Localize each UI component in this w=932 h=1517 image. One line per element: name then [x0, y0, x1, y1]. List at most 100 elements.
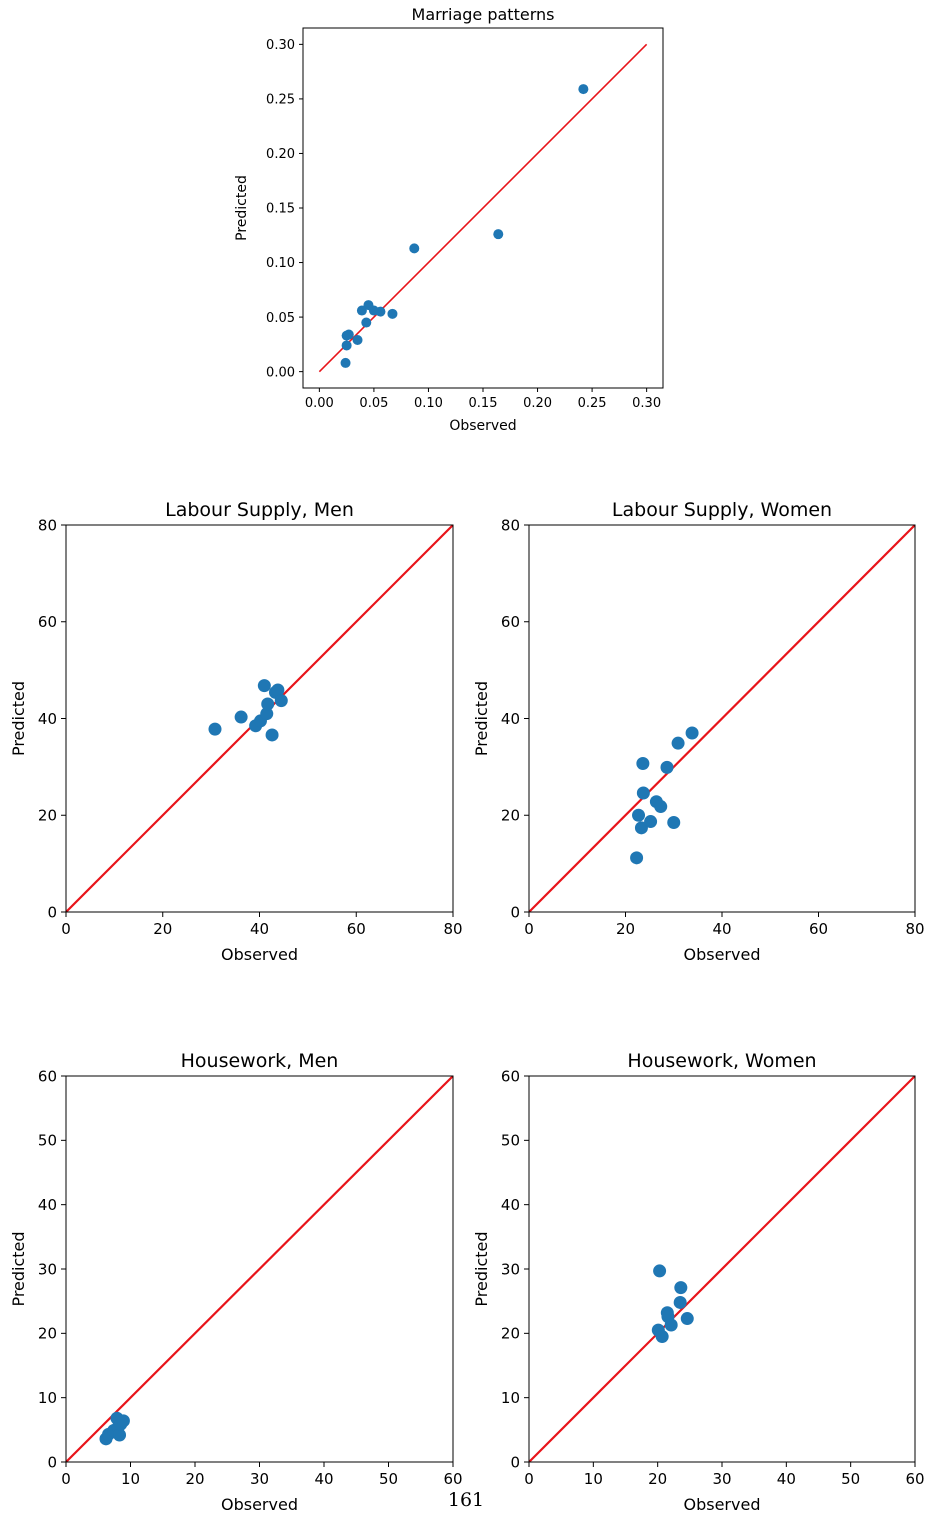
data-point: [636, 786, 650, 800]
data-point: [660, 760, 674, 774]
data-point: [654, 800, 668, 814]
x-tick-label: 40: [314, 1470, 333, 1488]
chart-title: Housework, Women: [627, 1050, 816, 1072]
chart-title: Labour Supply, Men: [165, 499, 354, 521]
y-tick-label: 0.15: [266, 202, 295, 217]
x-tick-label: 20: [616, 920, 635, 938]
y-tick-label: 0.05: [266, 311, 295, 326]
y-tick-label: 20: [501, 807, 520, 825]
y-tick-label: 60: [38, 1067, 57, 1085]
chart-panel-4: 0 10 20 30 40 50 60 0 10 20 30 40 50 60 Housework, Men…: [9, 1050, 463, 1514]
chart-panel-3: 0 20 40 60 80 0 20 40 60 80 Labour Supply, Women Ob…: [472, 499, 925, 964]
chart-title: Marriage patterns: [412, 5, 555, 24]
data-point: [673, 1295, 687, 1309]
data-point: [655, 1330, 669, 1344]
chart-title: Labour Supply, Women: [612, 499, 832, 521]
x-tick-label: 10: [584, 1470, 603, 1488]
y-tick-label: 10: [501, 1389, 520, 1407]
y-tick-label: 20: [38, 1325, 57, 1343]
y-tick-label: 60: [501, 1067, 520, 1085]
x-tick-label: 50: [841, 1470, 860, 1488]
data-point: [636, 756, 650, 770]
data-point: [265, 728, 279, 742]
x-tick-label: 30: [250, 1470, 269, 1488]
y-tick-label: 0: [47, 1453, 57, 1471]
y-tick-label: 0.20: [266, 147, 295, 162]
x-tick-label: 80: [905, 920, 924, 938]
reference-line: [529, 525, 915, 912]
y-tick-label: 20: [38, 807, 57, 825]
page-number: 161: [447, 1489, 485, 1511]
y-tick-label: 50: [38, 1132, 57, 1150]
y-tick-label: 80: [501, 516, 520, 534]
y-axis-label: Predicted: [9, 1231, 28, 1306]
data-point: [363, 300, 374, 311]
data-point: [644, 815, 658, 829]
x-tick-label: 20: [648, 1470, 667, 1488]
x-tick-label: 60: [905, 1470, 924, 1488]
data-point: [356, 305, 367, 316]
y-axis-label: Predicted: [472, 1231, 491, 1306]
x-tick-label: 0.20: [523, 396, 552, 411]
x-tick-label: 60: [443, 1470, 462, 1488]
x-axis-label: Observed: [684, 945, 761, 964]
x-tick-label: 0.25: [578, 396, 607, 411]
y-tick-label: 40: [38, 710, 57, 728]
data-point: [630, 851, 644, 865]
x-tick-label: 20: [153, 920, 172, 938]
data-point: [653, 1264, 667, 1278]
data-point: [685, 726, 699, 740]
data-point: [234, 710, 248, 724]
data-point: [674, 1281, 688, 1295]
data-point: [632, 808, 646, 822]
reference-line: [66, 1076, 453, 1462]
data-point: [116, 1414, 130, 1428]
y-tick-label: 0: [47, 903, 57, 921]
x-tick-label: 40: [250, 920, 269, 938]
data-point: [409, 243, 420, 254]
data-point: [274, 694, 288, 708]
reference-line: [529, 1076, 915, 1462]
y-tick-label: 0: [510, 1453, 520, 1471]
data-point: [361, 317, 372, 328]
y-tick-label: 0.25: [266, 93, 295, 108]
y-tick-label: 30: [501, 1260, 520, 1278]
x-tick-label: 0: [61, 920, 71, 938]
y-tick-label: 20: [501, 1325, 520, 1343]
data-point: [387, 308, 398, 319]
x-tick-label: 0.10: [414, 396, 443, 411]
data-point: [261, 697, 275, 711]
y-tick-label: 10: [38, 1389, 57, 1407]
chart-panel-2: 0 20 40 60 80 0 20 40 60 80 Labour Supply, Men Obse…: [9, 499, 463, 964]
reference-line: [318, 43, 648, 373]
y-tick-label: 40: [501, 710, 520, 728]
data-point: [667, 816, 681, 830]
y-tick-label: 0.10: [266, 256, 295, 271]
x-tick-label: 60: [809, 920, 828, 938]
data-point: [208, 722, 222, 736]
data-point: [341, 330, 352, 341]
data-point: [493, 229, 504, 240]
x-axis-label: Observed: [449, 418, 516, 434]
x-tick-label: 0.30: [632, 396, 661, 411]
chart-title: Housework, Men: [181, 1050, 339, 1072]
data-point: [578, 84, 589, 95]
x-axis-label: Observed: [221, 945, 298, 964]
x-tick-label: 0.05: [359, 396, 388, 411]
x-tick-label: 0: [61, 1470, 71, 1488]
x-tick-label: 0: [524, 1470, 534, 1488]
x-tick-label: 40: [777, 1470, 796, 1488]
chart-panel-1: 0.00 0.05 0.10 0.15 0.20 0.25 0.30 0.00 0.05 0.10…: [234, 5, 664, 434]
y-tick-label: 0.30: [266, 38, 295, 53]
data-point: [352, 335, 363, 345]
data-point: [341, 340, 352, 351]
data-point: [260, 707, 274, 721]
y-tick-label: 30: [38, 1260, 57, 1278]
data-point: [340, 357, 351, 368]
x-tick-label: 60: [347, 920, 366, 938]
y-tick-label: 0.00: [266, 365, 295, 380]
data-point: [634, 821, 648, 835]
data-point: [680, 1312, 694, 1326]
y-tick-label: 60: [38, 613, 57, 631]
